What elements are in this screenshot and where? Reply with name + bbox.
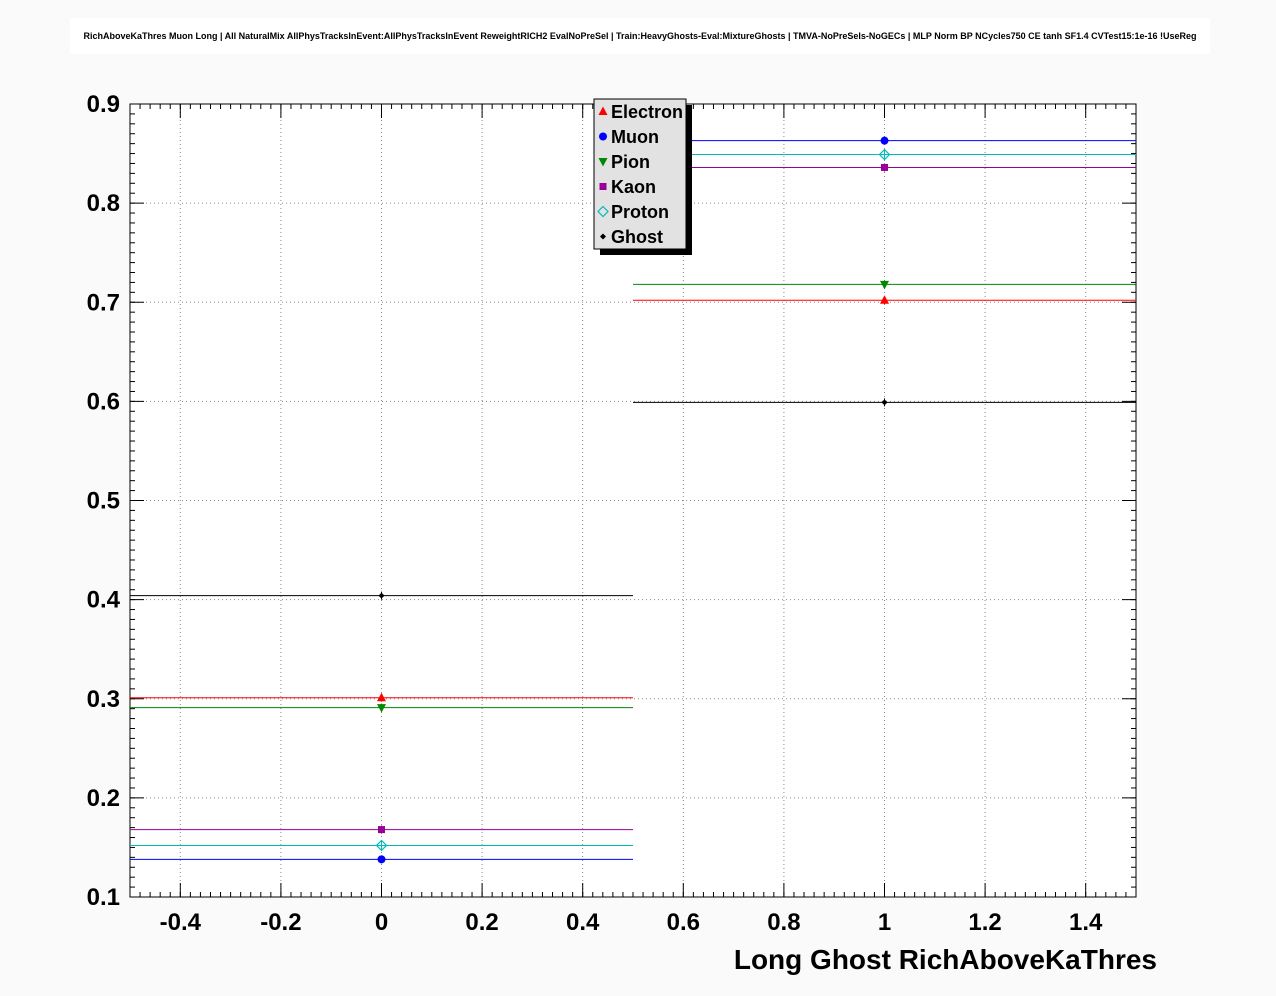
x-tick-label: 1.2 bbox=[968, 909, 1001, 936]
series-proton bbox=[130, 148, 1136, 852]
plot-title: RichAboveKaThres Muon Long | All Natural… bbox=[70, 18, 1210, 54]
legend-item-pion: Pion bbox=[598, 152, 650, 172]
axes-ticks bbox=[129, 103, 1137, 898]
legend-item-electron: Electron bbox=[598, 102, 683, 122]
x-tick-label: 0 bbox=[375, 909, 388, 936]
legend-item-proton: Proton bbox=[597, 202, 669, 222]
x-tick-label: 1.4 bbox=[1069, 909, 1103, 936]
legend-item-label: Electron bbox=[611, 102, 683, 122]
legend-item-kaon: Kaon bbox=[599, 177, 656, 197]
x-tick-label: -0.2 bbox=[260, 909, 301, 936]
y-tick-label: 0.7 bbox=[87, 289, 120, 316]
legend-item-label: Ghost bbox=[611, 227, 663, 247]
x-tick-label: 1 bbox=[878, 909, 891, 936]
x-axis-label: Long Ghost RichAboveKaThres bbox=[734, 944, 1157, 975]
tick-labels: 0.1 0.2 0.3 0.4 0.5 0.6 0.7 0.8 0.9 -0.4 -0.2 0 0.2 0… bbox=[87, 91, 1103, 936]
y-tick-label: 0.9 bbox=[87, 91, 120, 118]
legend-item-label: Muon bbox=[611, 127, 659, 147]
x-tick-label: 0.2 bbox=[465, 909, 498, 936]
legend-item-label: Proton bbox=[611, 202, 669, 222]
x-tick-label: 0.4 bbox=[566, 909, 600, 936]
legend-box bbox=[593, 98, 687, 250]
legend-item-ghost: Ghost bbox=[600, 227, 663, 247]
series-kaon bbox=[130, 163, 1136, 834]
y-tick-label: 0.4 bbox=[87, 587, 121, 614]
legend-item-label: Pion bbox=[611, 152, 650, 172]
series-pion bbox=[130, 280, 1136, 713]
x-tick-label: 0.8 bbox=[767, 909, 800, 936]
chart-render-root: 0.1 0.2 0.3 0.4 0.5 0.6 0.7 0.8 0.9 -0.4 -0.2 0 0.2 0… bbox=[87, 91, 1137, 936]
x-tick-label: 0.6 bbox=[667, 909, 700, 936]
y-tick-label: 0.1 bbox=[87, 884, 120, 911]
y-tick-label: 0.8 bbox=[87, 190, 120, 217]
series-muon bbox=[130, 136, 1136, 864]
gridlines bbox=[130, 103, 1136, 898]
y-tick-label: 0.2 bbox=[87, 785, 120, 812]
x-tick-label: -0.4 bbox=[160, 909, 202, 936]
legend: Electron Muon Pion Kaon Proton Ghost bbox=[593, 98, 692, 255]
y-tick-label: 0.3 bbox=[87, 686, 120, 713]
series-ghost bbox=[130, 398, 1136, 600]
series-electron bbox=[130, 295, 1136, 702]
y-tick-label: 0.6 bbox=[87, 388, 120, 415]
legend-item-label: Kaon bbox=[611, 177, 656, 197]
legend-item-muon: Muon bbox=[599, 127, 659, 147]
y-tick-label: 0.5 bbox=[87, 488, 120, 515]
